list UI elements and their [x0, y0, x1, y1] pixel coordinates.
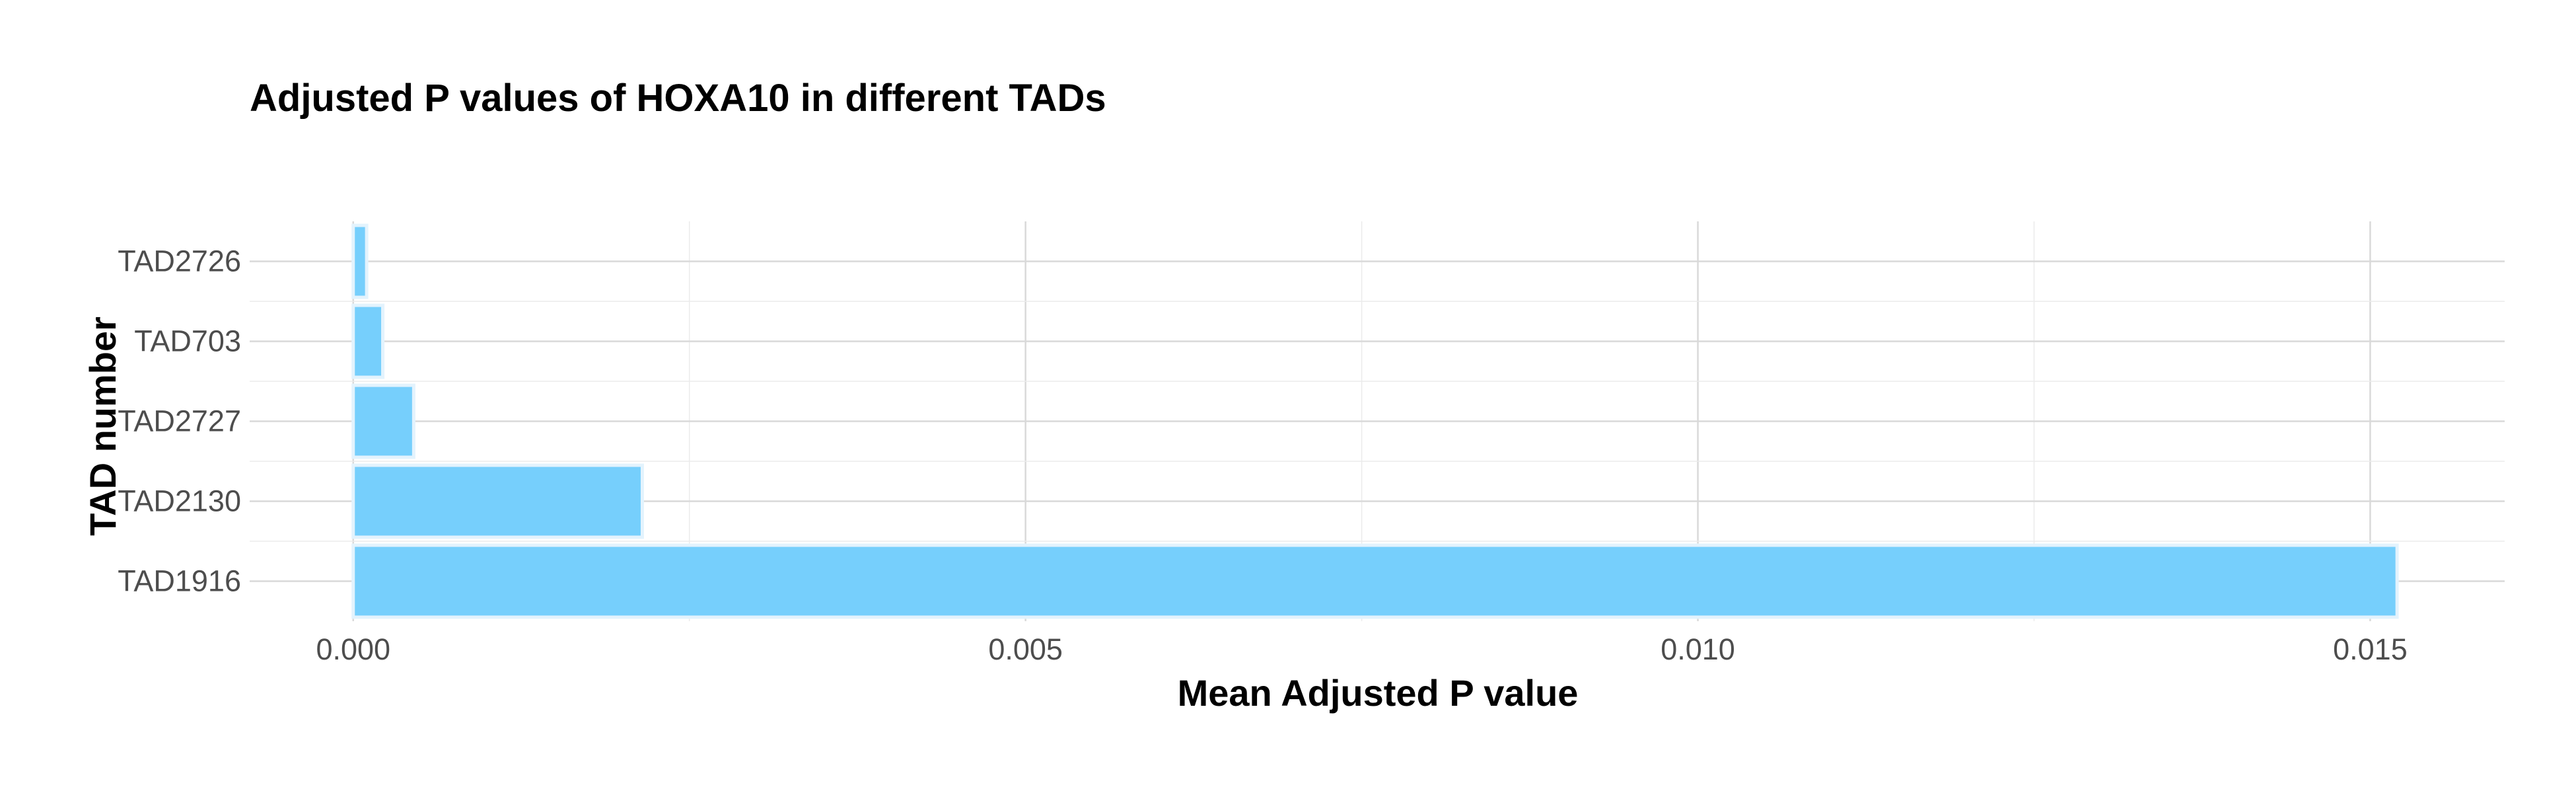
x-axis-title: Mean Adjusted P value [1178, 672, 1579, 714]
y-tick-label: TAD1916 [118, 564, 241, 598]
bar-tad2726 [351, 223, 369, 299]
y-tick-label: TAD2130 [118, 484, 241, 518]
y-tick-label: TAD2727 [118, 404, 241, 438]
x-tick-label: 0.010 [1661, 632, 1735, 666]
x-tick-label: 0.005 [988, 632, 1063, 666]
y-tick-label: TAD703 [134, 324, 241, 358]
bars [351, 223, 2399, 619]
grid [250, 221, 2505, 621]
x-tick-label: 0.015 [2333, 632, 2408, 666]
chart-title: Adjusted P values of HOXA10 in different… [250, 77, 1106, 120]
x-tick-label: 0.000 [316, 632, 390, 666]
y-axis-tick-labels: TAD1916 TAD2130 TAD2727 TAD703 TAD2726 [118, 245, 241, 598]
bar-tad703 [351, 303, 385, 379]
x-axis-tick-labels: 0.000 0.005 0.010 0.015 [316, 632, 2407, 666]
bar-tad2727 [351, 383, 415, 459]
bar-tad1916 [351, 543, 2399, 619]
bar-tad2130 [351, 463, 644, 539]
y-tick-label: TAD2726 [118, 245, 241, 278]
y-axis-title: TAD number [82, 317, 124, 536]
